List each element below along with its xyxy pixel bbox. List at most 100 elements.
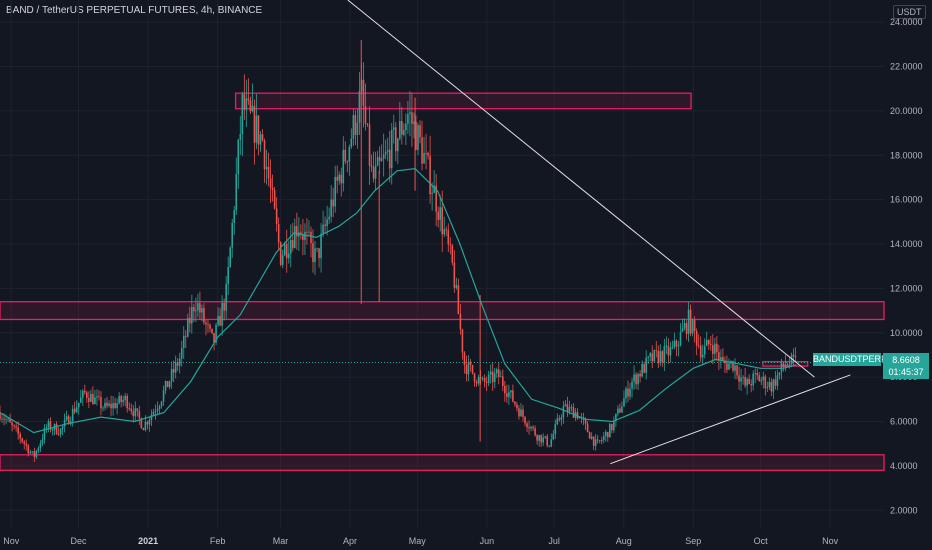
candle-body (688, 310, 690, 334)
candle-body (193, 307, 195, 311)
candle-body (456, 285, 458, 288)
candle-body (342, 150, 344, 183)
candle-body (746, 379, 748, 386)
candle-body (655, 350, 657, 351)
candle-body (242, 94, 244, 134)
y-tick-label: 12.0000 (890, 283, 923, 293)
candle-body (540, 435, 542, 442)
candle-body (571, 407, 573, 408)
candle-body (779, 372, 781, 375)
candle-body (431, 193, 433, 194)
candle-body (92, 394, 94, 404)
candle-body (647, 357, 649, 358)
candle-body (417, 125, 419, 150)
candle-body (738, 375, 740, 381)
candle-body (664, 346, 666, 362)
candle-body (288, 254, 290, 259)
candle-body (126, 396, 128, 408)
candle-body (62, 426, 64, 429)
y-tick-label: 16.0000 (890, 195, 923, 205)
candle-body (649, 353, 651, 356)
candle-body (38, 448, 40, 450)
candle-body (165, 381, 167, 390)
candle-body (716, 344, 718, 352)
candle-body (64, 420, 66, 427)
candle-body (42, 440, 44, 444)
candle-body (589, 432, 591, 438)
candle-body (233, 210, 235, 223)
candle-body (349, 147, 351, 162)
candle-body (191, 307, 193, 323)
y-tick-label: 18.0000 (890, 150, 923, 160)
candle-body (787, 365, 789, 366)
candle-body (139, 411, 141, 418)
candle-body (344, 150, 346, 162)
candle-body (250, 100, 252, 111)
candle-body (720, 357, 722, 360)
candle-body (557, 418, 559, 424)
candle-body (391, 130, 393, 168)
candle-body (17, 427, 19, 433)
candle-body (15, 426, 17, 427)
candle-body (159, 406, 161, 409)
candle-body (714, 344, 716, 354)
candle-body (52, 430, 54, 431)
candle-body (530, 427, 532, 428)
candle-body (203, 308, 205, 322)
candle-body (633, 374, 635, 381)
candle-body (314, 248, 316, 262)
candle-body (567, 404, 569, 411)
candle-body (324, 225, 326, 226)
candle-body (171, 369, 173, 381)
candle-body (108, 404, 110, 406)
candle-body (264, 140, 266, 169)
candle-body (754, 373, 756, 374)
candle-body (207, 324, 209, 325)
candle-body (777, 375, 779, 385)
candle-body (762, 377, 764, 381)
candle-body (696, 331, 698, 345)
candle-body (756, 373, 758, 375)
x-tick-label: Aug (616, 536, 632, 546)
candle-body (785, 365, 787, 367)
candle-body (306, 232, 308, 233)
candle-body (137, 408, 139, 411)
candle-body (379, 157, 381, 161)
candle-body (96, 396, 98, 397)
candle-body (363, 80, 365, 106)
candle-body (421, 137, 423, 163)
candle-body (373, 167, 375, 179)
candle-body (454, 263, 456, 288)
candle-body (304, 232, 306, 240)
x-tick-label: Nov (822, 536, 839, 546)
candle-body (660, 351, 662, 363)
candle-body (559, 418, 561, 419)
candle-body (662, 351, 664, 362)
candle-body (653, 350, 655, 361)
candle-body (524, 417, 526, 424)
candle-body (231, 223, 233, 248)
candle-body (239, 134, 241, 140)
candle-body (565, 404, 567, 406)
candle-body (405, 124, 407, 130)
candle-body (550, 439, 552, 446)
candle-body (611, 424, 613, 430)
candle-body (569, 407, 571, 411)
candle-body (609, 424, 611, 437)
x-tick-label: Jun (480, 536, 495, 546)
candle-body (246, 99, 248, 110)
candle-body (330, 199, 332, 216)
candle-body (621, 407, 623, 413)
candle-body (585, 420, 587, 424)
candle-body (199, 303, 201, 312)
zone-rect (0, 455, 884, 471)
candle-body (708, 340, 710, 344)
candle-body (387, 150, 389, 152)
candle-body (789, 364, 791, 365)
candle-body (419, 125, 421, 137)
candle-body (728, 363, 730, 369)
candle-body (500, 376, 502, 377)
candle-body (793, 355, 795, 356)
candle-body (484, 378, 486, 382)
